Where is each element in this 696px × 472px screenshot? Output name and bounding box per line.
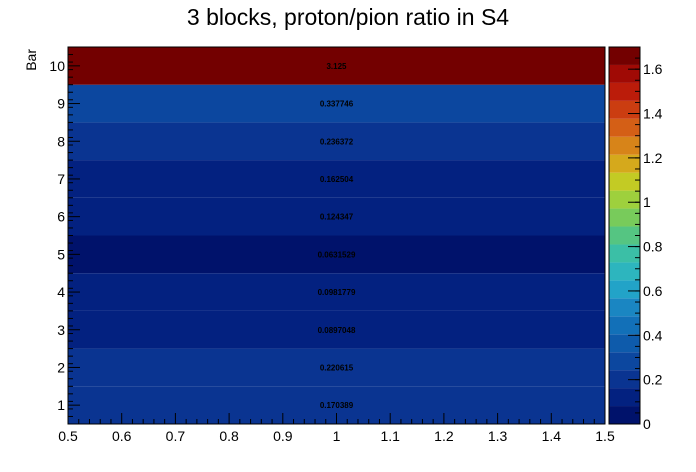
colorbar-segment xyxy=(609,172,640,191)
y-tick-label: 10 xyxy=(49,58,65,74)
colorbar-segment xyxy=(609,262,640,281)
colorbar-segment xyxy=(609,136,640,155)
cell-value-label: 0.337746 xyxy=(320,100,354,109)
x-tick-label: 0.7 xyxy=(166,428,186,444)
heatmap-cell xyxy=(68,348,605,387)
y-tick-label: 6 xyxy=(57,209,65,225)
heatmap-cell xyxy=(68,122,605,161)
y-tick-label: 1 xyxy=(57,397,65,413)
heatmap-cell xyxy=(68,197,605,236)
colorbar-segment xyxy=(609,82,640,101)
colorbar-segment xyxy=(609,334,640,353)
x-tick-label: 1 xyxy=(333,428,341,444)
heatmap-cell xyxy=(68,273,605,311)
y-tick-label: 9 xyxy=(57,96,65,112)
chart-title: 3 blocks, proton/pion ratio in S4 xyxy=(186,4,510,30)
colorbar-segment xyxy=(609,244,640,263)
x-tick-label: 0.8 xyxy=(219,428,239,444)
colorbar-segment xyxy=(609,47,640,65)
cell-value-label: 0.170389 xyxy=(320,401,354,410)
colorbar-segment xyxy=(609,352,640,371)
colorbar-tick-label: 1 xyxy=(643,194,651,210)
cell-value-label: 3.125 xyxy=(326,62,347,71)
heatmap-cell xyxy=(68,47,605,85)
colorbar-tick-label: 0.8 xyxy=(643,239,663,255)
cell-value-label: 0.0897048 xyxy=(318,326,356,335)
colorbar-segment xyxy=(609,316,640,335)
colorbar-tick-label: 1.2 xyxy=(643,150,663,166)
y-axis-title: Bar xyxy=(23,49,39,71)
colorbar-segment xyxy=(609,406,640,424)
colorbar-tick-label: 0.4 xyxy=(643,327,663,343)
cell-value-label: 0.236372 xyxy=(320,137,354,146)
x-tick-label: 0.6 xyxy=(112,428,132,444)
y-tick-label: 3 xyxy=(57,322,65,338)
heatmap-cell xyxy=(68,310,605,349)
cell-value-label: 0.220615 xyxy=(320,363,354,372)
colorbar-segment xyxy=(609,100,640,119)
y-tick-label: 4 xyxy=(57,284,65,300)
heatmap-cell xyxy=(68,160,605,198)
colorbar-tick-label: 1.6 xyxy=(643,61,663,77)
x-tick-label: 1.4 xyxy=(542,428,562,444)
colorbar-segment xyxy=(609,154,640,173)
x-tick-label: 1.5 xyxy=(595,428,615,444)
y-tick-label: 8 xyxy=(57,133,65,149)
colorbar-segment xyxy=(609,370,640,389)
colorbar-segment xyxy=(609,298,640,317)
colorbar-tick-label: 1.4 xyxy=(643,106,663,122)
colorbar-tick-label: 0.6 xyxy=(643,283,663,299)
colorbar-tick-label: 0 xyxy=(643,416,651,432)
x-tick-label: 0.5 xyxy=(58,428,78,444)
colorbar-segment xyxy=(609,388,640,407)
cell-value-label: 0.124347 xyxy=(320,213,354,222)
heatmap-cell xyxy=(68,84,605,123)
colorbar-segment xyxy=(609,118,640,137)
colorbar-tick-label: 0.2 xyxy=(643,372,663,388)
colorbar-segment xyxy=(609,226,640,245)
x-tick-label: 0.9 xyxy=(273,428,293,444)
heatmap-cell xyxy=(68,235,605,274)
colorbar-segment xyxy=(609,280,640,299)
x-tick-label: 1.1 xyxy=(380,428,400,444)
cell-value-label: 0.162504 xyxy=(320,175,354,184)
y-tick-label: 7 xyxy=(57,171,65,187)
y-tick-label: 5 xyxy=(57,246,65,262)
y-tick-label: 2 xyxy=(57,359,65,375)
colorbar-segment xyxy=(609,190,640,209)
x-tick-label: 1.3 xyxy=(488,428,508,444)
cell-value-label: 0.0981779 xyxy=(318,288,356,297)
cell-value-label: 0.0631529 xyxy=(318,250,356,259)
x-tick-label: 1.2 xyxy=(434,428,454,444)
colorbar-segment xyxy=(609,208,640,227)
